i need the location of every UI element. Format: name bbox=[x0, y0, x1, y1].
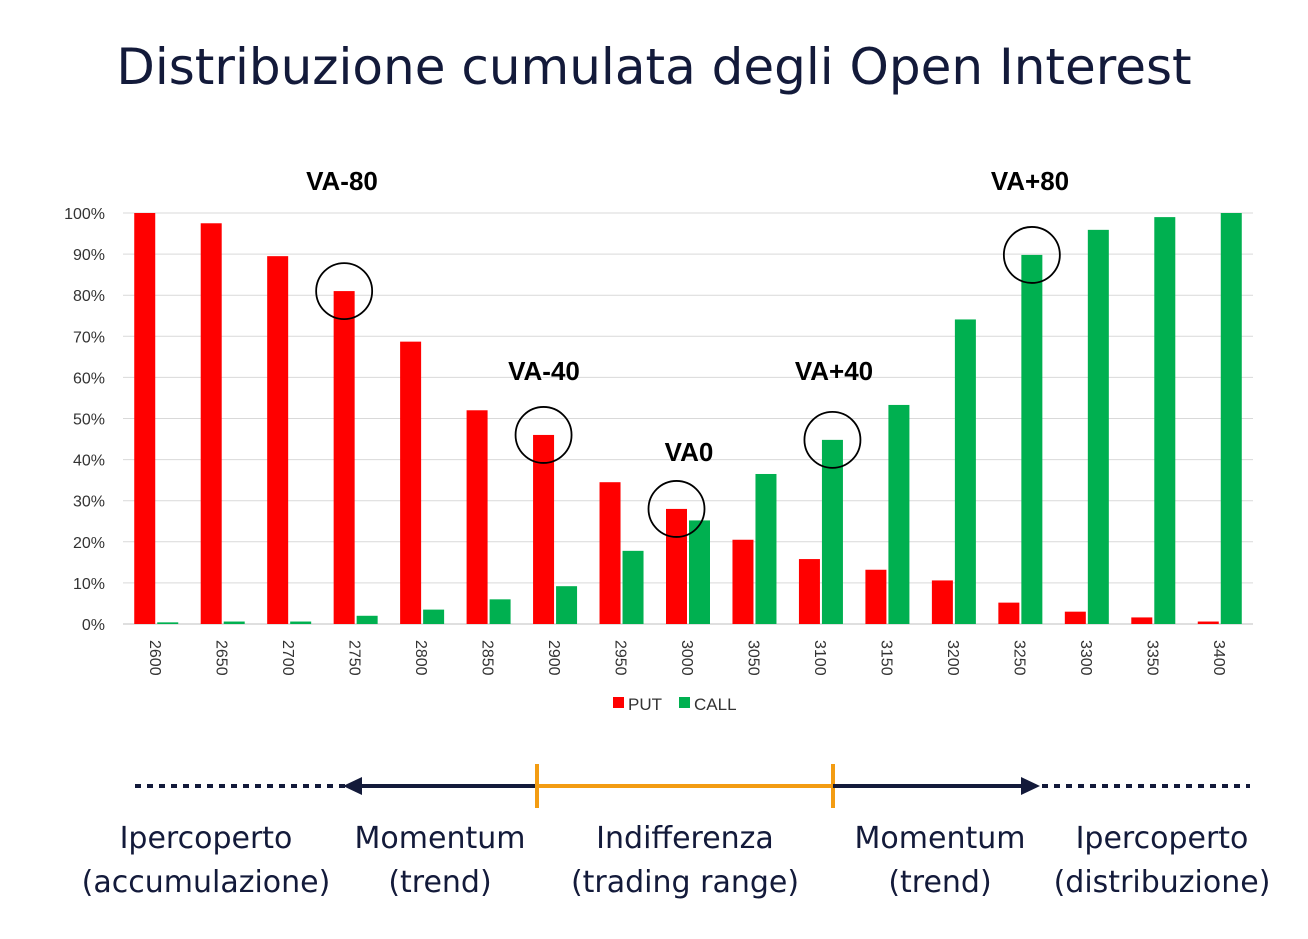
bar-put-2950 bbox=[599, 482, 621, 624]
x-tick-label: 2750 bbox=[346, 640, 363, 676]
bar-put-2850 bbox=[466, 410, 488, 624]
y-tick-label: 60% bbox=[73, 370, 105, 387]
bar-call-2700 bbox=[290, 621, 312, 624]
x-tick-label: 2850 bbox=[479, 640, 496, 676]
regime-arrow-strip bbox=[135, 764, 1250, 808]
y-tick-label: 40% bbox=[73, 453, 105, 470]
bar-put-3300 bbox=[1064, 611, 1086, 624]
bar-put-2650 bbox=[200, 223, 222, 624]
x-tick-label: 2600 bbox=[146, 640, 163, 676]
bar-put-3400 bbox=[1197, 621, 1219, 624]
bar-put-3050 bbox=[732, 539, 754, 624]
regime-labels: Ipercoperto (accumulazione) Momentum (tr… bbox=[82, 821, 1271, 900]
bar-call-3300 bbox=[1087, 229, 1109, 624]
x-tick-label: 3200 bbox=[944, 640, 961, 676]
bars bbox=[134, 213, 1242, 625]
regime-1-line1: Ipercoperto bbox=[120, 821, 293, 856]
y-tick-label: 20% bbox=[73, 535, 105, 552]
bar-put-3250 bbox=[998, 602, 1020, 624]
x-tick-label: 3250 bbox=[1010, 640, 1027, 676]
bar-call-2950 bbox=[622, 550, 644, 624]
regime-3-line2: (trading range) bbox=[571, 865, 799, 900]
bar-put-3100 bbox=[798, 559, 820, 624]
annotation-circle bbox=[803, 410, 862, 469]
y-tick-label: 10% bbox=[73, 576, 105, 593]
legend-swatch-put bbox=[613, 697, 624, 708]
bar-put-3150 bbox=[865, 569, 887, 624]
chart-title: Distribuzione cumulata degli Open Intere… bbox=[116, 38, 1192, 96]
legend-label-put: PUT bbox=[628, 695, 662, 714]
bar-call-3000 bbox=[689, 520, 710, 624]
regime-5-line2: (distribuzione) bbox=[1054, 865, 1271, 900]
x-tick-label: 3050 bbox=[744, 640, 761, 676]
x-tick-label: 2700 bbox=[279, 640, 296, 676]
y-axis-ticks: 0% 10% 20% 30% 40% 50% 60% 70% 80% 90% 100% bbox=[64, 206, 105, 634]
y-tick-label: 90% bbox=[73, 247, 105, 264]
annotation-circle bbox=[647, 480, 706, 538]
bar-put-3000 bbox=[666, 508, 687, 624]
bar-put-2750 bbox=[333, 291, 355, 624]
bar-call-2900 bbox=[556, 586, 578, 624]
regime-4-line2: (trend) bbox=[888, 865, 991, 900]
bar-call-2750 bbox=[356, 615, 378, 624]
annotation-circle bbox=[1002, 226, 1061, 284]
x-tick-label: 2800 bbox=[412, 640, 429, 676]
x-tick-label: 3100 bbox=[811, 640, 828, 676]
bar-call-3050 bbox=[755, 473, 777, 624]
annotation-label: VA0 bbox=[665, 437, 714, 467]
regime-5-line1: Ipercoperto bbox=[1076, 821, 1249, 856]
bar-call-3250 bbox=[1021, 254, 1043, 624]
x-tick-label: 2900 bbox=[545, 640, 562, 676]
x-tick-label: 3350 bbox=[1143, 640, 1160, 676]
x-tick-label: 2950 bbox=[612, 640, 629, 676]
annotation-label: VA-80 bbox=[306, 166, 378, 196]
x-tick-label: 3000 bbox=[678, 640, 695, 676]
y-tick-label: 30% bbox=[73, 494, 105, 511]
bar-call-3200 bbox=[954, 319, 976, 624]
regime-2-line1: Momentum bbox=[355, 821, 526, 856]
bar-put-2700 bbox=[267, 256, 289, 624]
bar-put-3200 bbox=[931, 580, 953, 624]
regime-1-line2: (accumulazione) bbox=[82, 865, 331, 900]
bar-call-2600 bbox=[157, 622, 179, 624]
bar-call-2650 bbox=[223, 621, 245, 624]
annotation-circle bbox=[514, 406, 573, 464]
bar-put-3350 bbox=[1131, 617, 1153, 624]
x-tick-label: 3150 bbox=[877, 640, 894, 676]
bar-call-2800 bbox=[423, 609, 445, 624]
y-tick-label: 0% bbox=[82, 617, 105, 634]
legend-label-call: CALL bbox=[694, 695, 737, 714]
annotations: VA-80 VA-40 VA0 VA+40 VA+80 bbox=[306, 166, 1069, 538]
y-tick-label: 100% bbox=[64, 206, 105, 223]
annotation-label: VA+40 bbox=[795, 356, 873, 386]
arrowhead-left-icon bbox=[343, 777, 362, 795]
legend: PUT CALL bbox=[613, 695, 737, 714]
bar-call-3100 bbox=[821, 439, 843, 624]
regime-2-line2: (trend) bbox=[388, 865, 491, 900]
bar-put-2900 bbox=[533, 434, 555, 624]
arrowhead-right-icon bbox=[1021, 777, 1040, 795]
bar-call-3400 bbox=[1220, 213, 1242, 624]
regime-4-line1: Momentum bbox=[855, 821, 1026, 856]
x-tick-label: 3400 bbox=[1210, 640, 1227, 676]
annotation-label: VA+80 bbox=[991, 166, 1069, 196]
y-tick-label: 80% bbox=[73, 288, 105, 305]
x-axis-ticks: 2600 2650 2700 2750 2800 2850 2900 2950 3000 3050… bbox=[146, 640, 1227, 676]
bar-put-2800 bbox=[400, 341, 422, 624]
bar-call-3150 bbox=[888, 404, 910, 624]
x-tick-label: 3300 bbox=[1077, 640, 1094, 676]
annotation-circle bbox=[315, 262, 374, 320]
bar-call-3350 bbox=[1154, 217, 1176, 625]
gridlines bbox=[123, 212, 1253, 625]
y-tick-label: 70% bbox=[73, 329, 105, 346]
legend-swatch-call bbox=[679, 697, 690, 708]
y-tick-label: 50% bbox=[73, 412, 105, 429]
bar-put-2600 bbox=[134, 213, 156, 624]
annotation-label: VA-40 bbox=[508, 356, 580, 386]
regime-3-line1: Indifferenza bbox=[596, 821, 774, 856]
x-tick-label: 2650 bbox=[213, 640, 230, 676]
bar-call-2850 bbox=[489, 599, 511, 624]
